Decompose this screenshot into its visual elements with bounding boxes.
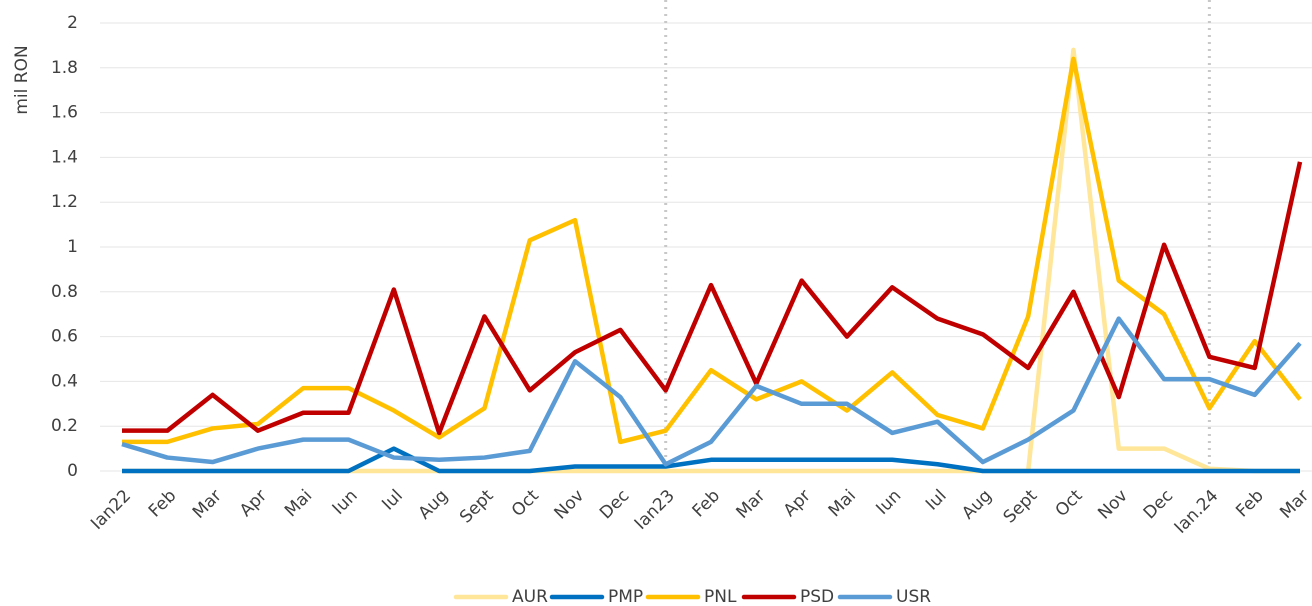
x-tick-label: Feb [145, 486, 180, 521]
x-tick-label: Mar [733, 486, 770, 523]
x-tick-label: Ian23 [631, 486, 679, 534]
x-tick-label: Apr [780, 486, 815, 521]
x-tick-label: Feb [689, 486, 724, 521]
x-tick-label: Mai [825, 486, 860, 521]
y-tick-label: 2 [67, 13, 78, 33]
x-tick-label: Aug [958, 486, 996, 524]
x-tick-label: Nov [1094, 486, 1132, 524]
y-tick-label: 1.2 [51, 192, 78, 212]
x-tick-label: Ian22 [87, 486, 135, 534]
legend-label: PSD [800, 587, 834, 606]
x-tick-label: Iul [378, 486, 407, 515]
x-tick-label: Dec [596, 486, 633, 523]
series-line [122, 446, 1300, 474]
y-axis-label: mil RON [12, 45, 32, 114]
x-tick-label: Iun [872, 486, 905, 519]
x-tick-label: Oct [508, 486, 543, 521]
y-tick-label: 1.4 [51, 147, 78, 167]
y-tick-label: 0.2 [51, 416, 78, 436]
x-tick-label: Iul [922, 486, 951, 515]
y-tick-label: 0 [67, 461, 78, 481]
x-tick-label: Dec [1140, 486, 1177, 523]
y-tick-label: 0.4 [51, 371, 78, 391]
legend-label: PMP [608, 587, 643, 606]
x-tick-label: Mar [1276, 486, 1312, 523]
series-line [121, 316, 1302, 467]
legend-label: AUR [512, 587, 548, 606]
x-tick-label: Sept [1000, 486, 1042, 528]
x-tick-label: Oct [1052, 486, 1087, 521]
x-tick-label: Sept [456, 486, 498, 528]
x-tick-label: Mar [189, 486, 226, 523]
y-tick-label: 1.6 [51, 103, 78, 123]
y-tick-label: 1.8 [51, 58, 78, 78]
series-line [122, 161, 1303, 436]
x-tick-label: Aug [415, 486, 453, 524]
y-tick-label: 0.8 [51, 282, 78, 302]
series-line [122, 56, 1302, 445]
x-tick-label: Iun [329, 486, 362, 519]
x-tick-label: Feb [1232, 486, 1267, 521]
x-tick-label: Ian.24 [1171, 486, 1223, 538]
x-tick-label: Mai [281, 486, 316, 521]
y-tick-label: 1 [67, 237, 78, 257]
x-tick-label: Apr [236, 486, 271, 521]
legend-label: USR [896, 587, 931, 606]
x-tick-label: Nov [551, 486, 589, 524]
y-tick-label: 0.6 [51, 327, 78, 347]
legend-label: PNL [704, 587, 737, 606]
